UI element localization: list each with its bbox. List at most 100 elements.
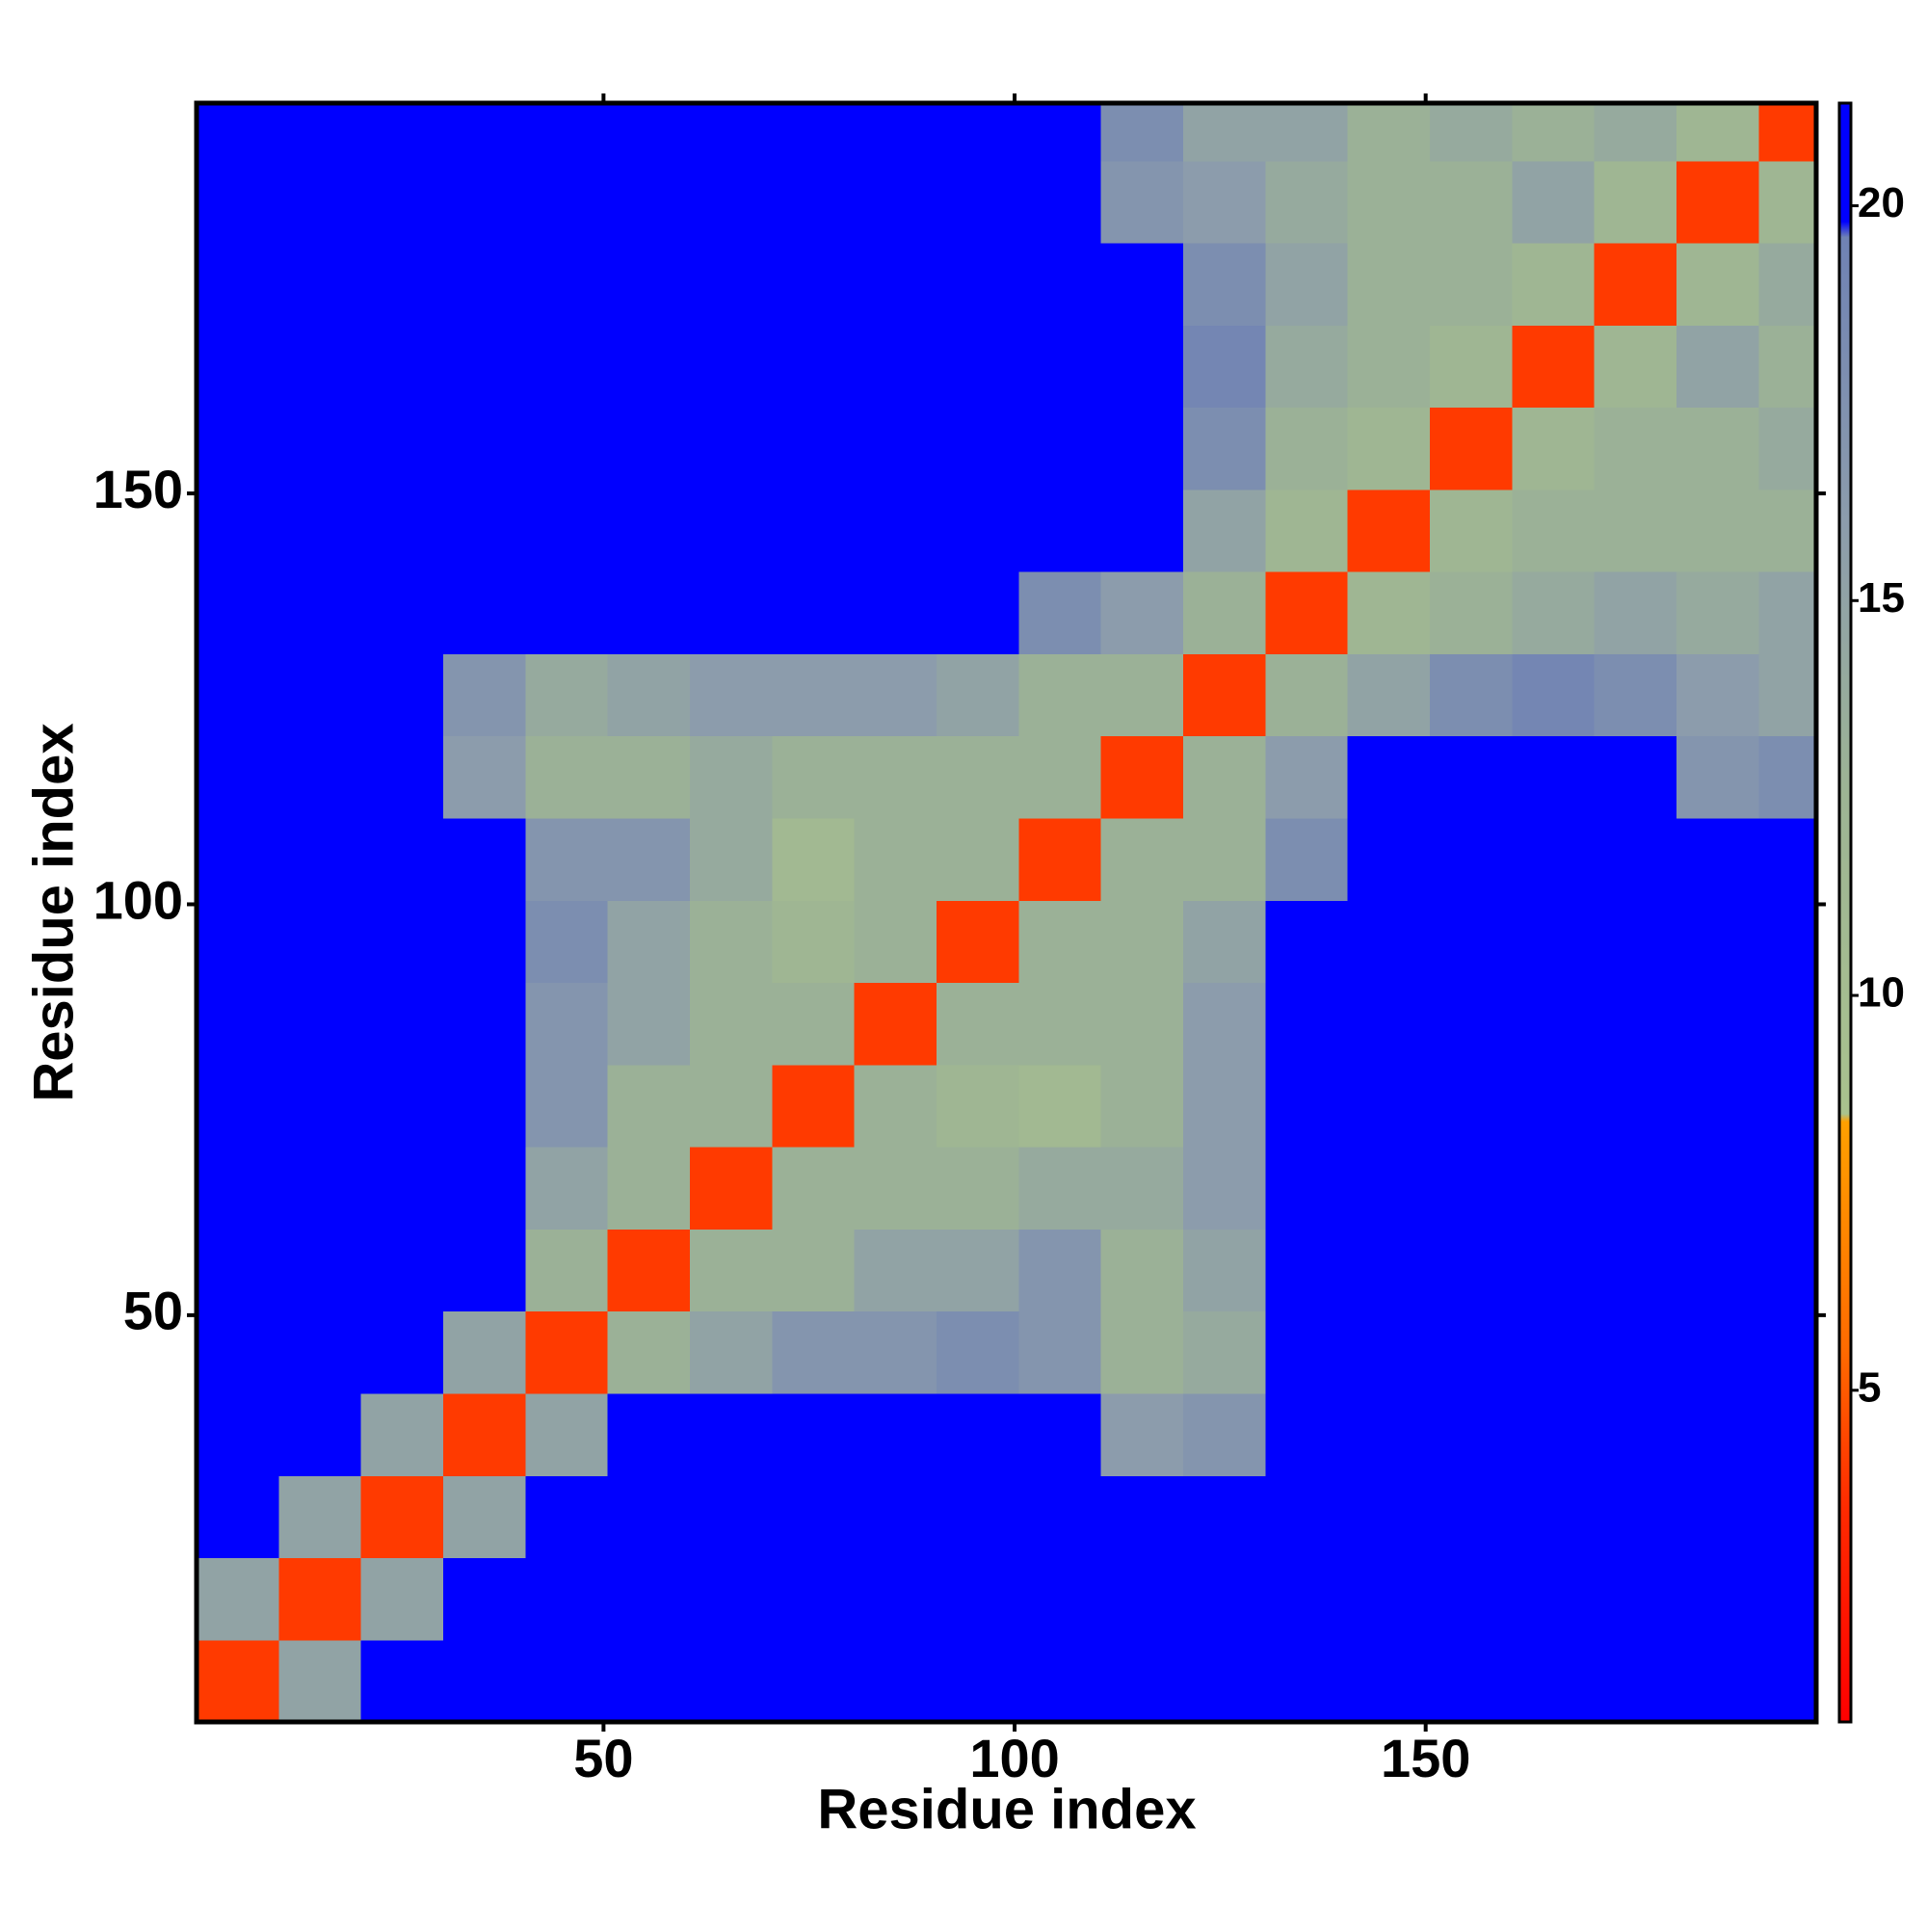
- cell: [1758, 325, 1817, 409]
- cell: [1018, 1557, 1102, 1641]
- cell: [1265, 571, 1349, 654]
- cell: [772, 1147, 856, 1230]
- cell: [197, 735, 279, 819]
- cell: [1594, 653, 1677, 737]
- cell: [1758, 489, 1817, 572]
- cell: [936, 1639, 1019, 1723]
- cell: [442, 653, 526, 737]
- cell: [689, 407, 773, 490]
- cell: [278, 489, 362, 572]
- cell: [360, 242, 444, 326]
- cell: [1182, 735, 1266, 819]
- cell: [772, 900, 856, 984]
- cell: [936, 325, 1019, 409]
- cell: [1676, 1392, 1759, 1476]
- cell: [525, 1147, 609, 1230]
- cell: [1182, 103, 1266, 162]
- cell: [197, 103, 279, 162]
- cell: [525, 653, 609, 737]
- cell: [1100, 103, 1184, 162]
- cell: [936, 160, 1019, 244]
- cell: [1182, 242, 1266, 326]
- cell: [1429, 1475, 1513, 1559]
- cell: [525, 325, 609, 409]
- cell: [936, 1229, 1019, 1312]
- cell: [1429, 1392, 1513, 1476]
- cell: [278, 1392, 362, 1476]
- cell: [1594, 1147, 1677, 1230]
- cell: [936, 900, 1019, 984]
- cell: [936, 1475, 1019, 1559]
- cell: [936, 571, 1019, 654]
- cell: [1512, 1392, 1596, 1476]
- cell: [1182, 817, 1266, 901]
- cell: [689, 103, 773, 162]
- cell: [278, 735, 362, 819]
- cell: [360, 653, 444, 737]
- cell: [1594, 900, 1677, 984]
- cell: [442, 160, 526, 244]
- cell: [1347, 900, 1431, 984]
- cell: [197, 653, 279, 737]
- y-tick-label: 100: [93, 869, 183, 930]
- cell: [278, 1475, 362, 1559]
- cell: [1758, 1639, 1817, 1723]
- cell: [1594, 1475, 1677, 1559]
- cell: [1100, 1310, 1184, 1394]
- cell: [936, 242, 1019, 326]
- cell: [772, 1310, 856, 1394]
- cell: [1512, 982, 1596, 1066]
- cell: [1429, 571, 1513, 654]
- plot-frame: [194, 100, 1819, 1725]
- cell: [278, 982, 362, 1066]
- cell: [197, 1310, 279, 1394]
- cell: [1018, 242, 1102, 326]
- cell: [1429, 900, 1513, 984]
- cell: [360, 1557, 444, 1641]
- cell: [197, 407, 279, 490]
- cell: [854, 160, 937, 244]
- cell: [442, 407, 526, 490]
- cell: [607, 1310, 691, 1394]
- cell: [607, 407, 691, 490]
- cell: [1100, 1639, 1184, 1723]
- cell: [1758, 242, 1817, 326]
- cell: [197, 571, 279, 654]
- cell: [1676, 103, 1759, 162]
- cell: [278, 160, 362, 244]
- cell: [1018, 1475, 1102, 1559]
- cell: [689, 1147, 773, 1230]
- cell: [1512, 242, 1596, 326]
- cell: [1265, 982, 1349, 1066]
- cell: [1265, 1229, 1349, 1312]
- cell: [772, 571, 856, 654]
- cell: [197, 1392, 279, 1476]
- cell: [442, 1475, 526, 1559]
- cell: [1676, 1475, 1759, 1559]
- cell: [1594, 571, 1677, 654]
- cell: [1758, 103, 1817, 162]
- cell: [197, 1064, 279, 1148]
- cell: [442, 900, 526, 984]
- cell: [689, 1639, 773, 1723]
- cell: [1347, 1639, 1431, 1723]
- cell: [1018, 1310, 1102, 1394]
- cell: [1100, 653, 1184, 737]
- cell: [689, 653, 773, 737]
- colorbar-tick-label: 15: [1858, 574, 1905, 622]
- cell: [854, 325, 937, 409]
- cell: [1100, 1557, 1184, 1641]
- cell: [1347, 1229, 1431, 1312]
- cell: [525, 1310, 609, 1394]
- cell: [854, 489, 937, 572]
- cell: [1429, 1310, 1513, 1394]
- cell: [1594, 1639, 1677, 1723]
- cell: [197, 1557, 279, 1641]
- cell: [442, 242, 526, 326]
- cell: [1265, 1557, 1349, 1641]
- cell: [1512, 1147, 1596, 1230]
- cell: [1676, 1639, 1759, 1723]
- cell: [689, 1475, 773, 1559]
- cell: [197, 1147, 279, 1230]
- cell: [1182, 325, 1266, 409]
